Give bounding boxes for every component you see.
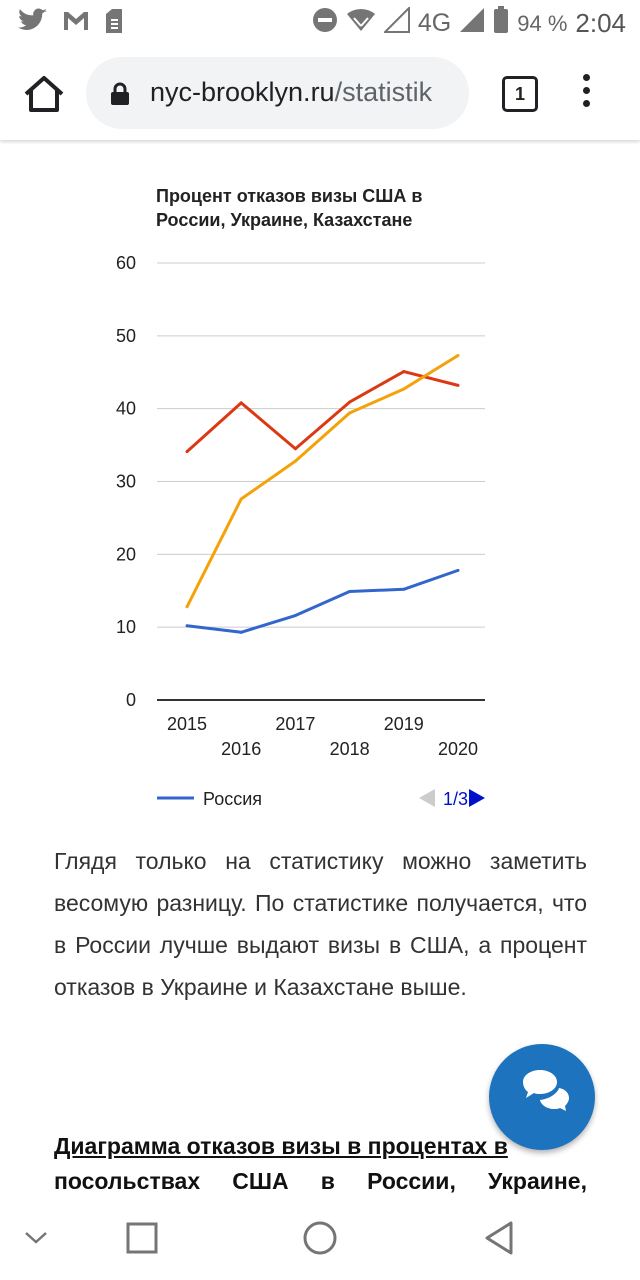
menu-dot-icon	[583, 100, 590, 107]
browser-toolbar: nyc-brooklyn.ru/statistik 1	[0, 44, 640, 140]
y-tick-label: 30	[116, 472, 136, 492]
data-point	[185, 450, 189, 454]
signal-icon-2	[459, 7, 485, 40]
legend-next-icon[interactable]	[469, 789, 485, 807]
y-tick-label: 60	[116, 253, 136, 273]
battery-icon	[493, 6, 509, 41]
back-triangle-icon[interactable]	[484, 1220, 514, 1256]
article-heading-line1[interactable]: Диаграмма отказов визы в процентах в	[54, 1133, 508, 1159]
data-point	[185, 605, 189, 609]
x-tick-label: 2015	[167, 714, 207, 734]
overflow-menu-button[interactable]	[583, 74, 593, 114]
data-point	[348, 589, 352, 593]
chat-button[interactable]	[489, 1044, 595, 1150]
data-point	[293, 459, 297, 463]
chat-bubbles-icon	[523, 1070, 569, 1111]
twitter-icon	[18, 8, 48, 39]
battery-level: 94 %	[517, 10, 568, 36]
lock-icon	[110, 82, 130, 111]
series-line-1	[185, 370, 459, 453]
data-point	[293, 614, 297, 618]
data-point	[402, 387, 406, 391]
chevron-down-icon[interactable]	[24, 1230, 48, 1246]
tab-switcher-button[interactable]: 1	[502, 76, 538, 112]
article-heading-line2: посольствах США в России, Украине,	[54, 1168, 587, 1194]
chart-title-line2: России, Украине, Казахстане	[156, 210, 413, 230]
article-paragraph: Глядя только на статистику можно заметит…	[54, 848, 587, 1000]
x-tick-label: 2018	[330, 739, 370, 759]
chart-plot: 0 10 20 30 40 50 60 2015 2016 2017 2018 2019 2020 Рос…	[116, 253, 485, 809]
data-point	[402, 587, 406, 591]
clock: 2:04	[575, 8, 626, 38]
x-tick-label: 2020	[438, 739, 478, 759]
signal-icon	[382, 5, 410, 40]
data-point	[239, 497, 243, 501]
data-point	[456, 383, 460, 387]
address-bar[interactable]: nyc-brooklyn.ru/statistik	[86, 57, 469, 129]
data-point	[239, 630, 243, 634]
network-type: 4G	[417, 9, 452, 37]
series-line-2	[185, 354, 459, 608]
gmail-icon	[62, 10, 90, 37]
line-chart: Процент отказов визы США в России, Украи…	[110, 170, 530, 830]
recents-icon[interactable]	[126, 1222, 158, 1254]
home-button[interactable]	[22, 74, 66, 114]
y-tick-label: 10	[116, 617, 136, 637]
y-tick-label: 0	[126, 690, 136, 710]
data-point	[456, 568, 460, 572]
legend-label: Россия	[203, 789, 262, 809]
url-host: nyc-brooklyn.ru	[150, 77, 335, 107]
data-point	[348, 400, 352, 404]
do-not-disturb-icon	[312, 7, 338, 40]
x-tick-label: 2019	[384, 714, 424, 734]
home-icon	[24, 76, 64, 112]
system-navigation-bar	[0, 1200, 640, 1280]
status-bar: 4G 94 % 2:04	[0, 0, 640, 44]
home-circle-icon[interactable]	[302, 1220, 338, 1256]
y-tick-label: 20	[116, 544, 136, 564]
legend-page-indicator: 1/3	[443, 789, 468, 809]
x-tick-label: 2017	[275, 714, 315, 734]
url-text[interactable]: nyc-brooklyn.ru/statistik	[150, 77, 460, 108]
y-tick-label: 40	[116, 399, 136, 419]
data-point	[293, 447, 297, 451]
chart-title: Процент отказов визы США в России, Украи…	[156, 184, 486, 232]
data-point	[456, 353, 460, 357]
menu-dot-icon	[583, 74, 590, 81]
data-point	[348, 411, 352, 415]
data-point	[239, 401, 243, 405]
x-tick-label: 2016	[221, 739, 261, 759]
legend-prev-icon	[419, 789, 435, 807]
data-point	[185, 624, 189, 628]
wifi-icon	[346, 7, 376, 40]
series-line-0	[186, 568, 459, 634]
url-path: /statistik	[334, 77, 433, 107]
y-tick-label: 50	[116, 326, 136, 346]
menu-dot-icon	[583, 87, 590, 94]
sim-icon	[104, 8, 124, 39]
data-point	[402, 370, 406, 374]
chart-title-line1: Процент отказов визы США в	[156, 186, 423, 206]
